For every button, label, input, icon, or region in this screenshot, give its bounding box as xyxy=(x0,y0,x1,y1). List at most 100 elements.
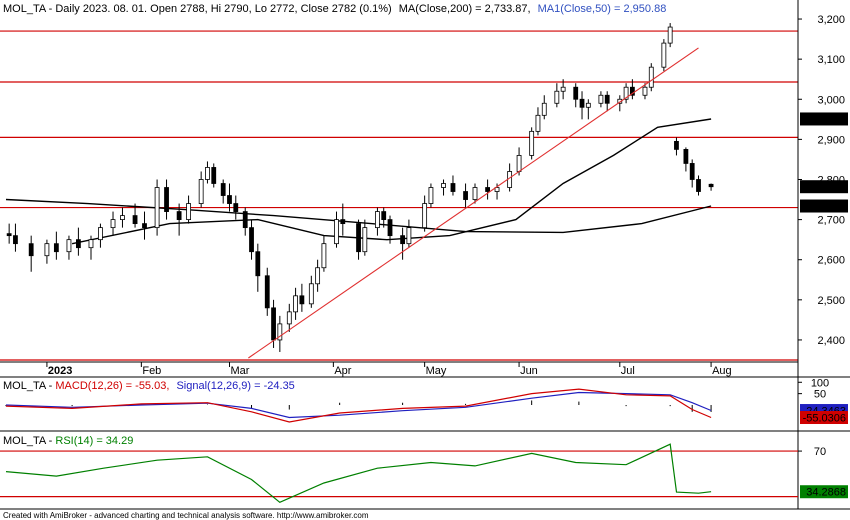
ma50-badge: 2,950.88 xyxy=(803,114,846,126)
candle-body xyxy=(516,155,522,172)
candle-body xyxy=(255,251,261,277)
candle-body xyxy=(494,187,500,192)
rsi-badge: 34.2868 xyxy=(806,487,846,499)
candle-body xyxy=(683,149,689,164)
time-x-ticks: 2023 Feb Mar Apr May Jun Jul Aug xyxy=(46,362,732,377)
rsi-tick-label: 70 xyxy=(814,446,826,458)
macd-lines xyxy=(5,388,712,423)
price-badges: 2,950.88 2,782 2,733.87 xyxy=(800,112,848,213)
candle-body xyxy=(75,239,81,249)
rsi-title-prefix: MOL_TA - xyxy=(3,435,55,447)
candle-body xyxy=(44,243,50,257)
candle-body xyxy=(13,235,18,245)
candle-body xyxy=(362,227,368,253)
candle-body xyxy=(315,267,321,285)
ma200-badge-bg xyxy=(800,199,848,213)
candle-body xyxy=(211,167,217,184)
rsi-title: MOL_TA - RSI(14) = 34.29 xyxy=(3,435,133,447)
candle-body xyxy=(554,90,560,104)
candle-body xyxy=(661,42,667,68)
rsi-badge-bg xyxy=(800,485,848,499)
candle-body xyxy=(381,211,387,221)
time-tick-label: Jul xyxy=(621,365,635,377)
macd-badge-bg xyxy=(800,411,848,425)
price-title-ohlc: MOL_TA - Daily 2023. 08. 01. Open 2788, … xyxy=(3,3,392,15)
macd-badges: -24.3463-55.0306 xyxy=(800,404,848,425)
candle-body xyxy=(579,98,585,108)
candle-body xyxy=(696,179,701,192)
candle-body xyxy=(277,323,283,341)
candle-body xyxy=(299,295,305,305)
candle-body xyxy=(560,86,566,92)
ma200-badge: 2,733.87 xyxy=(803,201,846,213)
candle-body xyxy=(110,219,116,229)
macd-title-macd: MACD(12,26) = -55.03, xyxy=(55,380,169,392)
candle-body xyxy=(220,183,226,196)
moving-averages xyxy=(5,118,712,245)
macd-title: MOL_TA - MACD(12,26) = -55.03, Signal(12… xyxy=(3,380,295,392)
close-badge-bg xyxy=(800,180,848,194)
candle-body xyxy=(98,227,103,241)
candle-body xyxy=(321,243,327,269)
price-tick-label: 2,500 xyxy=(817,295,845,307)
ma200-line xyxy=(5,198,712,234)
candle-body xyxy=(422,203,428,229)
candle-body xyxy=(293,295,298,313)
candle-body xyxy=(142,223,147,229)
candle-body xyxy=(198,179,204,204)
candle-body xyxy=(186,203,191,221)
candle-body xyxy=(233,203,239,212)
candle-body xyxy=(375,211,380,229)
candle-body xyxy=(334,219,339,245)
candle-body xyxy=(264,275,270,309)
price-tick-label: 3,000 xyxy=(817,94,845,106)
macd-line xyxy=(5,388,712,423)
rsi-line-group xyxy=(5,443,712,503)
candle-body xyxy=(529,130,535,156)
candle-body xyxy=(66,239,72,253)
price-tick-label: 2,600 xyxy=(817,255,845,267)
macd-tick-label: 50 xyxy=(814,389,826,401)
candle-body xyxy=(205,167,210,180)
candle-body xyxy=(629,86,635,96)
candle-body xyxy=(271,307,276,341)
candle-body xyxy=(450,183,456,192)
ma50-line xyxy=(71,118,712,245)
time-tick-label: May xyxy=(426,365,447,377)
candle-body xyxy=(667,26,673,44)
candle-body xyxy=(623,86,629,100)
candle-body xyxy=(689,163,695,180)
macd-badge: -55.0306 xyxy=(803,413,846,425)
ma50-badge-bg xyxy=(800,112,848,126)
candle-body xyxy=(708,183,714,188)
price-tick-label: 3,200 xyxy=(817,14,845,26)
price-title-ma50: MA1(Close,50) = 2,950.88 xyxy=(538,3,667,15)
price-tick-label: 2,900 xyxy=(817,134,845,146)
trendline xyxy=(248,47,699,359)
candle-body xyxy=(406,227,412,245)
candle-body xyxy=(132,215,138,225)
candle-body xyxy=(400,235,406,245)
candle-body xyxy=(308,283,314,305)
rsi-title-rsi: RSI(14) = 34.29 xyxy=(55,435,133,447)
candle-body xyxy=(120,215,125,221)
rsi-levels xyxy=(0,450,798,498)
candle-body xyxy=(154,187,160,229)
candle-body xyxy=(463,191,468,200)
candle-body xyxy=(485,187,490,192)
candle-body xyxy=(648,66,654,88)
candle-body xyxy=(541,102,547,116)
price-title: MOL_TA - Daily 2023. 08. 01. Open 2788, … xyxy=(3,3,666,15)
time-tick-label: Feb xyxy=(142,365,161,377)
trendline-group xyxy=(248,47,699,359)
candle-body xyxy=(176,211,182,221)
candle-body xyxy=(428,187,434,204)
candle-body xyxy=(674,140,679,150)
candle-body xyxy=(535,114,541,132)
candle-body xyxy=(227,195,232,204)
candle-body xyxy=(28,243,34,257)
candle-body xyxy=(249,227,254,253)
time-tick-label: 2023 xyxy=(48,365,72,377)
